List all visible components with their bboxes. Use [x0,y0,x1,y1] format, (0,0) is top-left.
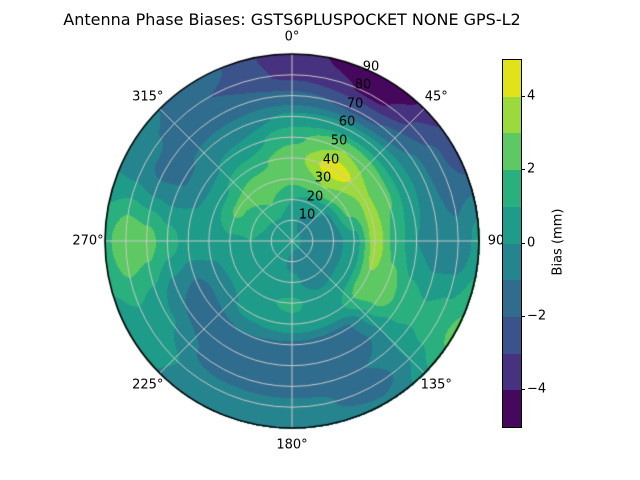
radial-label-90: 90 [362,59,380,75]
angle-label-135: 135° [420,377,452,393]
radial-label-50: 50 [330,133,348,149]
colorbar-band [503,60,521,97]
colorbar-tick-mark [521,242,525,244]
angle-label-45: 45° [424,89,448,105]
radial-label-10: 10 [298,207,316,223]
radial-label-30: 30 [314,170,332,186]
colorbar-tick-label-0: 0 [527,235,536,250]
colorbar-band [503,280,521,317]
colorbar-band [503,316,521,354]
colorbar-band [503,390,521,428]
colorbar-tick-label--2: −2 [527,308,547,324]
colorbar-tick-label--4: −4 [527,381,547,397]
colorbar-axis-label: Bias (mm) [550,208,566,276]
colorbar-band [503,243,521,281]
colorbar-band [503,353,521,391]
angle-label-90: 90 [487,233,505,249]
colorbar-band [503,96,521,134]
radial-label-70: 70 [346,96,364,112]
colorbar-tick-label-2: 2 [527,161,536,177]
colorbar-band [503,206,521,244]
colorbar [502,59,522,428]
colorbar-tick-mark [521,389,525,391]
angle-label-270: 270° [72,233,104,249]
angle-label-225: 225° [132,377,164,393]
angle-label-180: 180° [276,437,308,453]
colorbar-band [503,170,521,207]
radial-label-80: 80 [354,77,372,93]
colorbar-tick-label-4: 4 [527,88,536,104]
radial-label-40: 40 [322,152,340,168]
chart-title: Antenna Phase Biases: GSTS6PLUSPOCKET NO… [63,10,521,29]
angle-label-315: 315° [132,89,164,105]
colorbar-tick-mark [521,169,525,171]
radial-label-20: 20 [306,189,324,205]
colorbar-tick-mark [521,95,525,97]
angle-label-0: 0° [284,29,300,45]
colorbar-band [503,133,521,171]
radial-label-60: 60 [338,114,356,130]
colorbar-tick-mark [521,315,525,317]
